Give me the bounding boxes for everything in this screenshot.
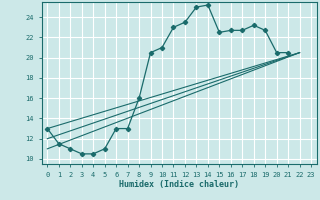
X-axis label: Humidex (Indice chaleur): Humidex (Indice chaleur) bbox=[119, 180, 239, 189]
